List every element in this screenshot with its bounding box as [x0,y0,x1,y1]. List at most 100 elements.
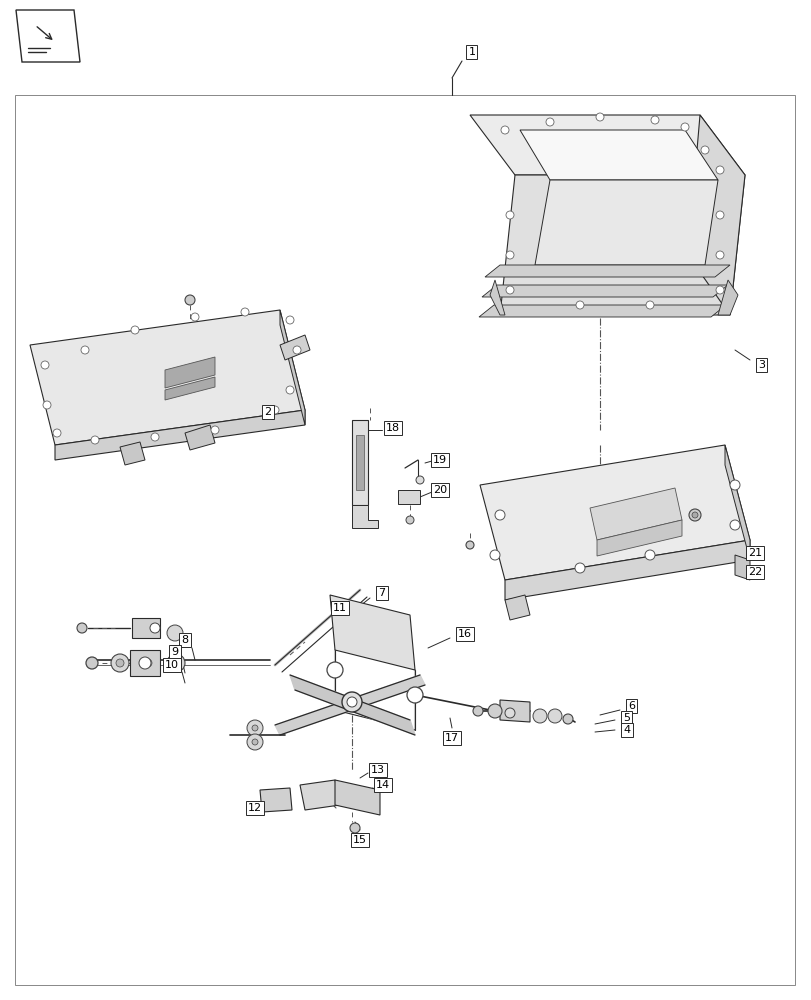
Circle shape [293,346,301,354]
Circle shape [185,295,195,305]
Text: 3: 3 [757,360,765,370]
Circle shape [532,709,547,723]
Polygon shape [290,675,414,735]
Circle shape [285,386,294,394]
Polygon shape [590,488,681,540]
Polygon shape [30,310,305,445]
Bar [15,95,794,985]
Circle shape [247,734,263,750]
Polygon shape [734,555,749,580]
Circle shape [680,123,689,131]
Circle shape [489,550,500,560]
Text: 4: 4 [623,725,630,735]
Circle shape [504,708,514,718]
Polygon shape [329,595,414,670]
Circle shape [505,286,513,294]
Circle shape [167,625,182,641]
Circle shape [575,301,583,309]
Circle shape [415,476,423,484]
Circle shape [646,301,653,309]
Polygon shape [275,675,424,735]
Polygon shape [280,310,305,425]
Circle shape [547,709,561,723]
Polygon shape [260,788,292,812]
Circle shape [406,516,414,524]
Polygon shape [596,520,681,556]
Circle shape [77,623,87,633]
Circle shape [247,720,263,736]
Circle shape [91,436,99,444]
Circle shape [111,654,129,672]
Polygon shape [55,410,305,460]
Circle shape [644,550,654,560]
Circle shape [43,401,51,409]
Circle shape [139,654,157,672]
Polygon shape [120,442,145,465]
Circle shape [466,541,474,549]
Polygon shape [335,780,380,815]
Circle shape [285,316,294,324]
Circle shape [487,704,501,718]
Circle shape [251,725,258,731]
Circle shape [151,433,159,441]
Circle shape [211,426,219,434]
Polygon shape [355,435,363,490]
Circle shape [505,211,513,219]
Circle shape [505,251,513,259]
Polygon shape [185,425,215,450]
Text: 7: 7 [378,588,385,598]
Circle shape [350,823,359,833]
Text: 1: 1 [468,47,475,57]
Polygon shape [717,280,737,315]
Circle shape [495,510,504,520]
Circle shape [689,509,700,521]
Circle shape [191,313,199,321]
Polygon shape [504,540,749,600]
Polygon shape [280,335,310,360]
Circle shape [53,429,61,437]
Circle shape [327,662,342,678]
Polygon shape [165,357,215,388]
Text: 18: 18 [385,423,400,433]
Circle shape [715,211,723,219]
Circle shape [116,659,124,667]
Bar [130,650,160,676]
Circle shape [271,406,279,414]
Polygon shape [504,595,530,620]
Text: 19: 19 [432,455,447,465]
Circle shape [595,113,603,121]
Circle shape [574,563,584,573]
Text: 14: 14 [375,780,389,790]
Circle shape [729,520,739,530]
Circle shape [650,116,659,124]
Polygon shape [687,115,744,315]
Text: 17: 17 [444,733,458,743]
Circle shape [86,657,98,669]
Text: 16: 16 [457,629,471,639]
Circle shape [139,657,151,669]
Circle shape [562,714,573,724]
Text: 15: 15 [353,835,367,845]
Circle shape [346,697,357,707]
Circle shape [700,146,708,154]
Polygon shape [351,420,367,505]
Circle shape [406,687,423,703]
Text: 11: 11 [333,603,346,613]
Circle shape [167,654,185,672]
Polygon shape [16,10,80,62]
Circle shape [41,361,49,369]
Circle shape [545,118,553,126]
Circle shape [691,512,697,518]
Polygon shape [478,305,725,317]
Polygon shape [165,377,215,400]
Polygon shape [479,445,749,580]
Text: 9: 9 [171,647,178,657]
Text: 5: 5 [623,713,629,723]
Circle shape [473,706,483,716]
Text: 6: 6 [628,701,635,711]
Circle shape [715,251,723,259]
Circle shape [81,346,89,354]
Text: 10: 10 [165,660,178,670]
Circle shape [241,308,249,316]
Text: 2: 2 [264,407,271,417]
